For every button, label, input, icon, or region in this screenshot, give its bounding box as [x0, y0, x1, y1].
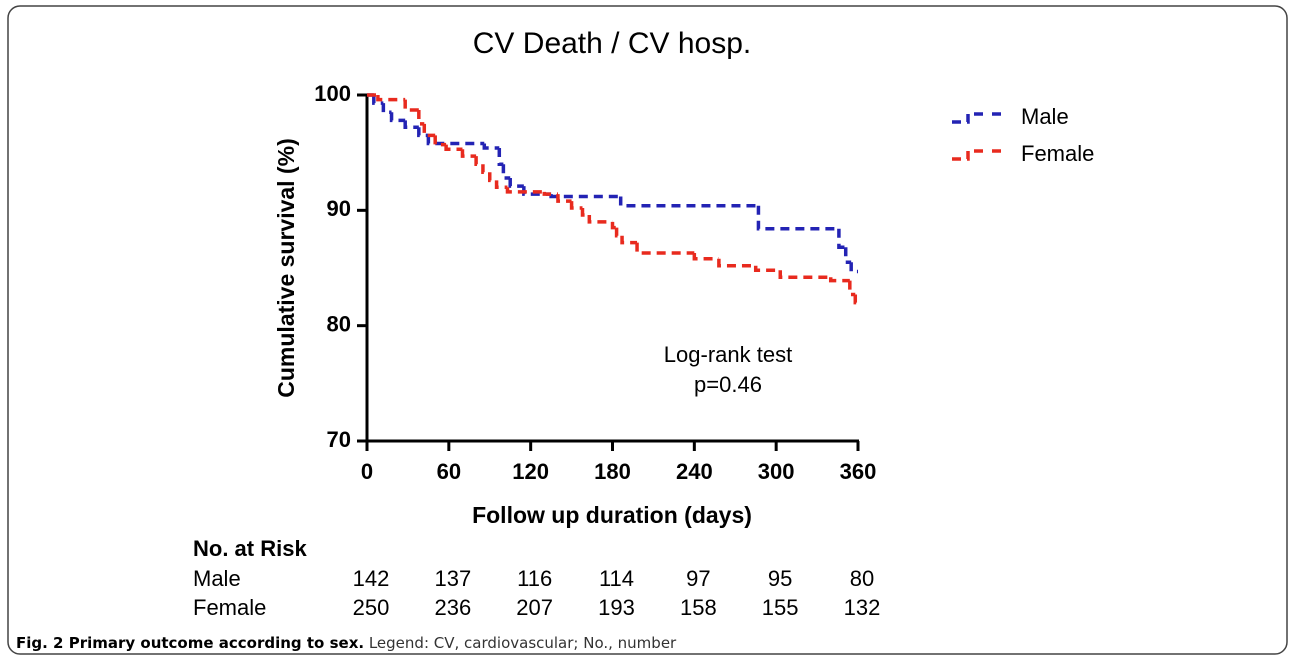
survival-step [376, 95, 406, 102]
survival-step [417, 109, 425, 126]
survival-step [508, 178, 524, 188]
risk-value: 132 [844, 595, 881, 620]
y-tick-label: 90 [327, 196, 351, 221]
survival-step [444, 144, 463, 151]
x-tick-label: 360 [840, 459, 877, 484]
x-tick-label: 0 [361, 459, 373, 484]
legend-swatch [952, 112, 1003, 124]
risk-value: 207 [516, 595, 553, 620]
y-tick-label: 80 [327, 311, 351, 336]
survival-step [372, 95, 384, 105]
survival-step [488, 172, 497, 183]
survival-step [837, 228, 846, 249]
survival-step [618, 196, 759, 208]
risk-value: 142 [353, 566, 390, 591]
survival-step [635, 242, 695, 255]
caption-text: Legend: CV, cardiovascular; No., number [369, 634, 677, 652]
x-tick-label: 60 [437, 459, 461, 484]
survival-step [692, 253, 719, 261]
survival-step [849, 262, 858, 274]
survival-step [494, 180, 508, 190]
survival-step [403, 99, 419, 112]
survival-step [753, 265, 781, 273]
survival-step [580, 208, 590, 217]
survival-step [426, 135, 485, 146]
x-tick-label: 300 [758, 459, 795, 484]
chart-title: CV Death / CV hosp. [473, 27, 751, 60]
y-tick-label: 100 [314, 81, 351, 106]
y-axis-label: Cumulative survival (%) [273, 138, 299, 397]
risk-value: 193 [598, 595, 635, 620]
caption: Fig. 2 Primary outcome according to sex.… [16, 634, 677, 652]
survival-step [433, 135, 447, 147]
survival-step [614, 227, 623, 238]
survival-step [542, 191, 558, 196]
survival-step [778, 270, 831, 279]
annotation: Log-rank test [664, 342, 792, 367]
risk-value: 137 [434, 566, 471, 591]
risk-value: 116 [517, 566, 552, 591]
survival-step [848, 280, 856, 297]
legend-label: Female [1021, 141, 1094, 166]
survival-step [610, 221, 617, 230]
risk-value: 155 [762, 595, 799, 620]
risk-value: 114 [599, 566, 634, 591]
survival-step [460, 149, 477, 158]
survival-step [482, 143, 500, 150]
x-axis-label: Follow up duration (days) [472, 502, 752, 528]
risk-value: 250 [353, 595, 390, 620]
survival-step [501, 164, 511, 180]
survival-step [556, 194, 572, 203]
survival-step [497, 148, 504, 166]
survival-step [403, 120, 419, 130]
x-tick-label: 180 [594, 459, 631, 484]
x-tick-label: 120 [512, 459, 549, 484]
risk-value: 97 [686, 566, 710, 591]
survival-step [474, 156, 483, 166]
survival-step [756, 205, 839, 231]
survival-step [381, 103, 392, 115]
survival-step [569, 201, 583, 210]
survival-step [389, 112, 406, 123]
survival-step [717, 258, 756, 268]
survival-step [853, 294, 858, 305]
risk-row-label: Male [193, 566, 241, 591]
x-tick-label: 240 [676, 459, 713, 484]
survival-step [522, 186, 552, 196]
survival-step [620, 235, 638, 245]
survival-step [549, 194, 621, 199]
risk-value: 158 [680, 595, 717, 620]
survival-step [828, 277, 850, 283]
risk-value: 80 [850, 566, 874, 591]
risk-title: No. at Risk [193, 536, 307, 561]
risk-value: 95 [768, 566, 792, 591]
y-tick-label: 70 [327, 427, 351, 452]
annotation: p=0.46 [694, 372, 762, 397]
survival-step [422, 123, 436, 138]
survival-step [481, 164, 490, 175]
legend-label: Male [1021, 104, 1069, 129]
survival-step [843, 247, 852, 264]
survival-step [587, 214, 613, 224]
risk-row-label: Female [193, 595, 266, 620]
survival-step [505, 187, 545, 194]
risk-value: 236 [434, 595, 471, 620]
frame [7, 5, 1288, 655]
survival-step [417, 127, 429, 138]
legend-swatch [952, 149, 1003, 161]
caption-bold: Fig. 2 Primary outcome according to sex. [16, 634, 364, 652]
